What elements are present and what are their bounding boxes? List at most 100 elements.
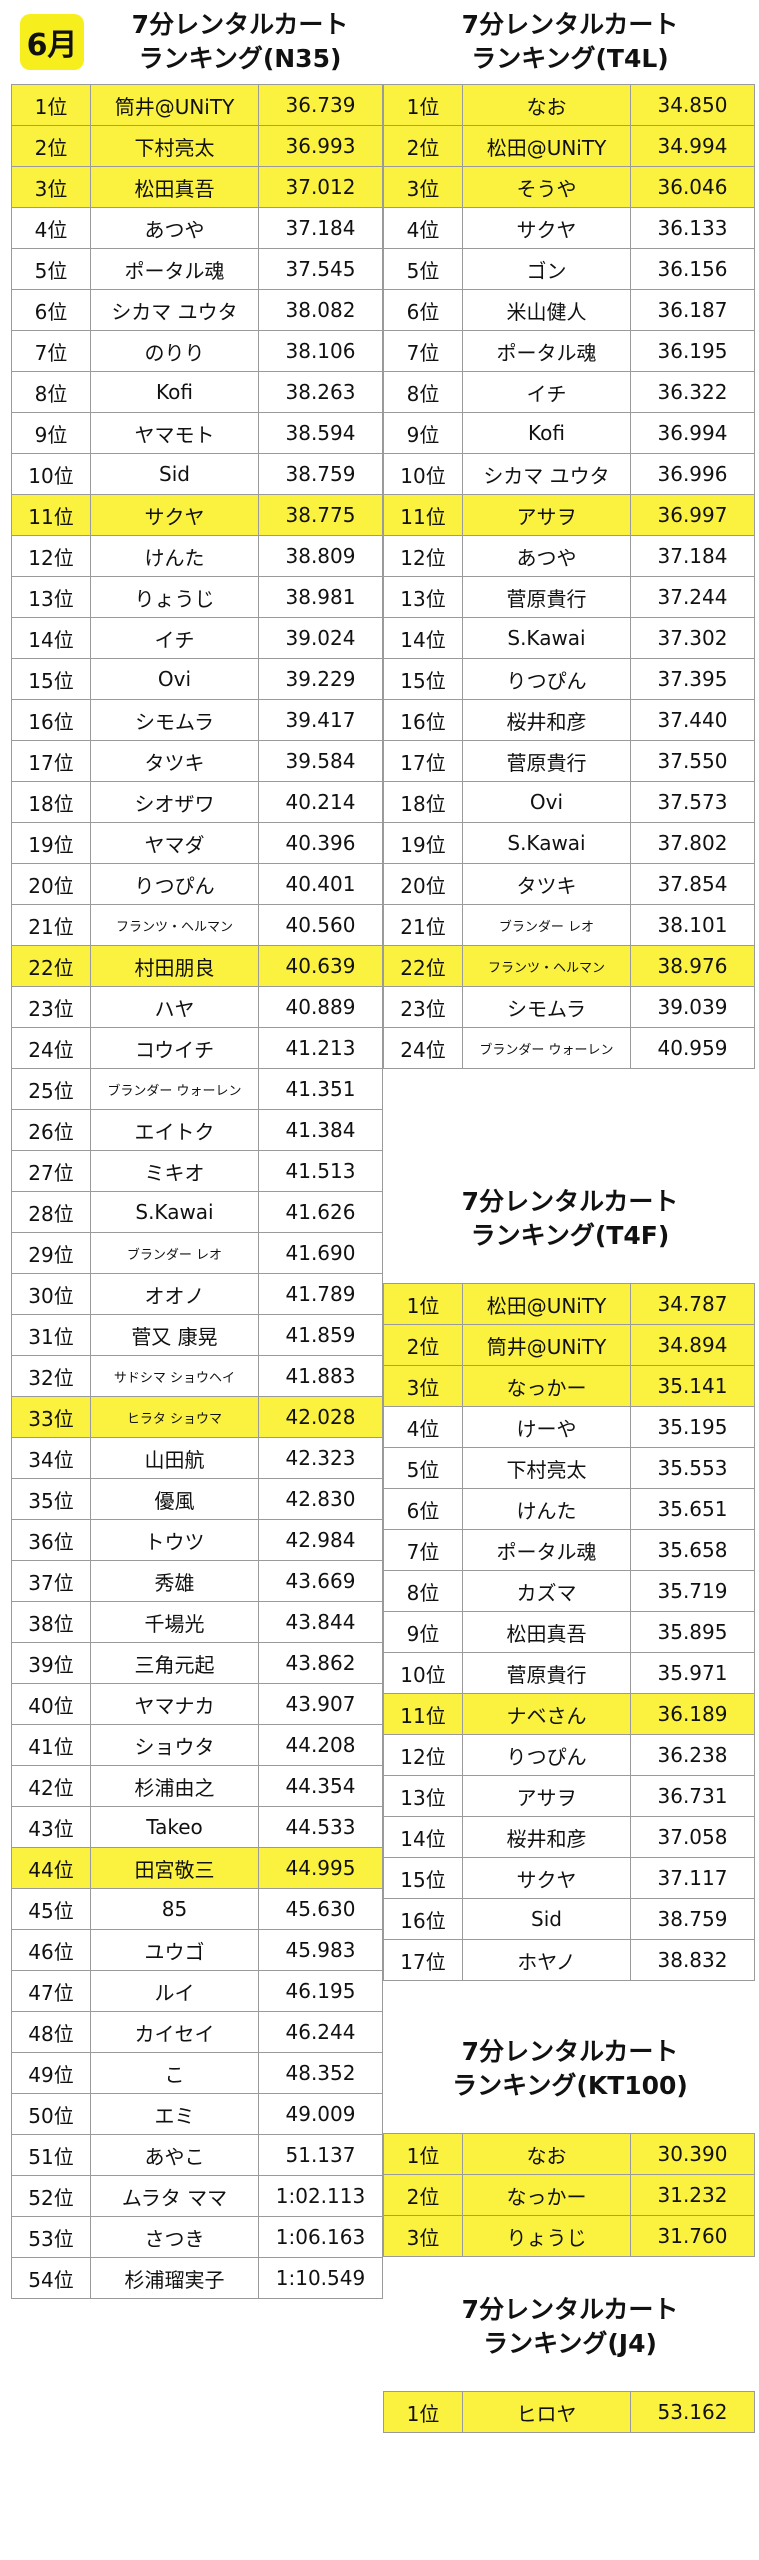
table-row: 39位 三角元起 43.862 [11,1642,383,1684]
lap-time: 38.759 [630,1898,755,1940]
lap-time: 45.630 [258,1888,383,1930]
driver-name: こ [90,2052,259,2094]
table-row: 12位 あつや 37.184 [383,535,755,577]
table-row: 9位 松田真吾 35.895 [383,1611,755,1653]
table-row: 17位 ホヤノ 38.832 [383,1939,755,1981]
driver-name: サクヤ [90,494,259,536]
title-t4f: 7分レンタルカート ランキング(T4F) [385,1185,755,1253]
driver-name: 秀雄 [90,1560,259,1602]
title-j4: 7分レンタルカート ランキング(J4) [385,2293,755,2361]
lap-time: 37.395 [630,658,755,700]
rank-position: 15位 [11,658,91,700]
lap-time: 49.009 [258,2093,383,2135]
lap-time: 36.996 [630,453,755,495]
rank-position: 2位 [383,1324,463,1366]
driver-name: シカマ ユウタ [462,453,631,495]
table-row: 13位 アサヲ 36.731 [383,1775,755,1817]
rank-position: 27位 [11,1150,91,1192]
table-row: 13位 りょうじ 38.981 [11,576,383,618]
table-row: 4位 けーや 35.195 [383,1406,755,1448]
driver-name: ヤマモト [90,412,259,454]
lap-time: 35.553 [630,1447,755,1489]
lap-time: 40.560 [258,904,383,946]
lap-time: 36.046 [630,166,755,208]
rank-position: 37位 [11,1560,91,1602]
driver-name: ショウタ [90,1724,259,1766]
table-row: 16位 Sid 38.759 [383,1898,755,1940]
driver-name: 松田真吾 [462,1611,631,1653]
driver-name: ブランダー レオ [90,1232,259,1274]
rank-position: 9位 [11,412,91,454]
table-row: 14位 イチ 39.024 [11,617,383,659]
lap-time: 37.302 [630,617,755,659]
table-row: 5位 ゴン 36.156 [383,248,755,290]
rank-position: 3位 [383,2215,463,2257]
driver-name: ポータル魂 [462,1529,631,1571]
lap-time: 39.039 [630,986,755,1028]
table-row: 16位 シモムラ 39.417 [11,699,383,741]
title-n35: 7分レンタルカート ランキング(N35) [95,8,385,76]
table-row: 41位 ショウタ 44.208 [11,1724,383,1766]
rank-position: 5位 [383,1447,463,1489]
lap-time: 44.533 [258,1806,383,1848]
table-row: 25位 ブランダー ウォーレン 41.351 [11,1068,383,1110]
rank-position: 15位 [383,658,463,700]
table-row: 14位 桜井和彦 37.058 [383,1816,755,1858]
table-row: 35位 優風 42.830 [11,1478,383,1520]
lap-time: 36.156 [630,248,755,290]
table-row: 20位 タツキ 37.854 [383,863,755,905]
rank-position: 14位 [383,1816,463,1858]
driver-name: 下村亮太 [462,1447,631,1489]
rank-position: 7位 [11,330,91,372]
driver-name: 村田朋良 [90,945,259,987]
lap-time: 31.760 [630,2215,755,2257]
table-row: 47位 ルイ 46.195 [11,1970,383,2012]
lap-time: 40.214 [258,781,383,823]
lap-time: 37.802 [630,822,755,864]
table-row: 7位 ポータル魂 36.195 [383,330,755,372]
rank-position: 41位 [11,1724,91,1766]
rank-position: 24位 [383,1027,463,1069]
rank-position: 11位 [383,494,463,536]
rank-position: 2位 [11,125,91,167]
table-row: 22位 村田朋良 40.639 [11,945,383,987]
table-row: 3位 そうや 36.046 [383,166,755,208]
lap-time: 39.229 [258,658,383,700]
driver-name: けんた [462,1488,631,1530]
driver-name: ヒラタ ショウマ [90,1396,259,1438]
driver-name: シカマ ユウタ [90,289,259,331]
lap-time: 34.850 [630,84,755,126]
rank-position: 10位 [383,1652,463,1694]
title-n35-line1: 7分レンタルカート [131,10,349,39]
table-row: 40位 ヤマナカ 43.907 [11,1683,383,1725]
driver-name: フランツ・ヘルマン [462,945,631,987]
table-row: 36位 トウツ 42.984 [11,1519,383,1561]
lap-time: 38.809 [258,535,383,577]
table-row: 10位 菅原貴行 35.971 [383,1652,755,1694]
rank-position: 19位 [383,822,463,864]
driver-name: オオノ [90,1273,259,1315]
rank-position: 47位 [11,1970,91,2012]
lap-time: 41.213 [258,1027,383,1069]
table-row: 3位 松田真吾 37.012 [11,166,383,208]
lap-time: 1:02.113 [258,2175,383,2217]
lap-time: 1:06.163 [258,2216,383,2258]
rank-position: 34位 [11,1437,91,1479]
table-row: 11位 アサヲ 36.997 [383,494,755,536]
rank-position: 17位 [11,740,91,782]
title-j4-line2: ランキング(J4) [483,2329,657,2358]
driver-name: タツキ [90,740,259,782]
rank-position: 30位 [11,1273,91,1315]
driver-name: さつき [90,2216,259,2258]
driver-name: シモムラ [90,699,259,741]
driver-name: ブランダー ウォーレン [462,1027,631,1069]
rank-position: 19位 [11,822,91,864]
rank-position: 12位 [383,1734,463,1776]
table-row: 37位 秀雄 43.669 [11,1560,383,1602]
lap-time: 35.719 [630,1570,755,1612]
rank-position: 8位 [383,371,463,413]
driver-name: 85 [90,1888,259,1930]
ranking-table-j4: 1位 ヒロヤ 53.162 [383,2391,755,2433]
table-row: 8位 カズマ 35.719 [383,1570,755,1612]
rank-position: 48位 [11,2011,91,2053]
